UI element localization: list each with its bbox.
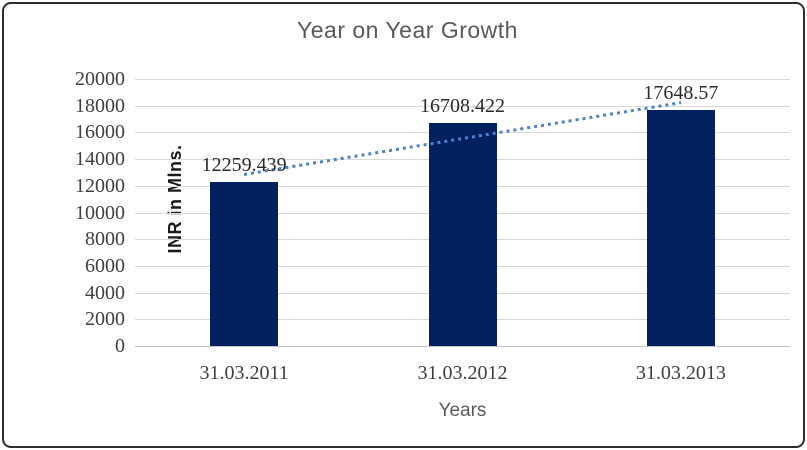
y-tick-label: 16000	[75, 121, 125, 144]
y-tick-label: 12000	[75, 174, 125, 197]
data-label: 17648.57	[643, 82, 719, 105]
y-tick-label: 4000	[85, 281, 125, 304]
y-tick-label: 20000	[75, 68, 125, 90]
data-label: 12259.439	[201, 154, 287, 177]
bar	[428, 122, 497, 346]
plot-area: INR in Mlns. 0 2000 4000 6000 8000 10000 12000…	[75, 68, 790, 384]
x-tick-label: 31.03.2012	[417, 362, 508, 384]
x-axis-title: Years	[438, 400, 487, 421]
y-tick-label: 8000	[85, 228, 125, 251]
gridline	[135, 79, 790, 80]
chart-title: Year on Year Growth	[297, 17, 518, 43]
y-tick-label: 14000	[75, 148, 125, 171]
y-tick-label: 0	[115, 335, 125, 357]
y-tick-label: 2000	[85, 308, 125, 331]
gridline	[135, 346, 790, 347]
x-tick-label: 31.03.2011	[199, 362, 289, 384]
y-axis-title: INR in Mlns.	[165, 144, 185, 254]
x-tick-label: 31.03.2013	[635, 362, 726, 384]
gridline	[135, 105, 790, 107]
data-label: 16708.422	[420, 94, 505, 117]
y-tick-label: 18000	[75, 94, 125, 117]
y-tick-label: 6000	[85, 254, 125, 277]
bar	[646, 110, 715, 346]
y-tick-label: 10000	[75, 201, 125, 224]
bar	[210, 182, 279, 346]
